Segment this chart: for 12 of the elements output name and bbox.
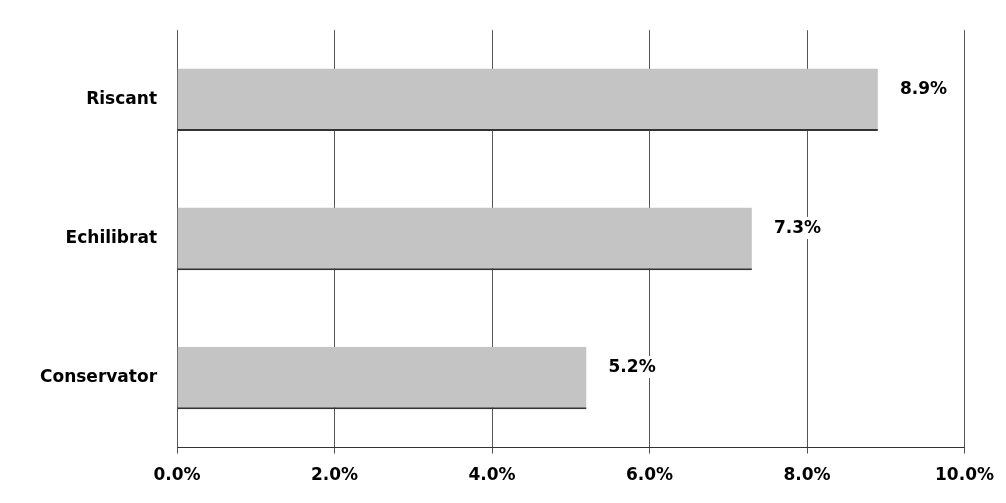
x-tick-label: 4.0% [468,464,516,485]
x-tick-label: 8.0% [783,464,831,485]
x-tick-label: 0.0% [153,464,201,485]
x-tick-label: 6.0% [625,464,674,485]
x-tick-label: 2.0% [310,464,359,485]
data-label: 5.2% [608,355,656,376]
y-tick-label: Conservator [39,366,158,387]
x-tick-label: 10.0% [935,464,994,485]
y-tick-label: Echilibrat [65,227,158,248]
y-tick-label: Riscant [86,88,158,109]
data-label: 8.9% [899,77,948,98]
data-label: 7.3% [773,216,822,237]
